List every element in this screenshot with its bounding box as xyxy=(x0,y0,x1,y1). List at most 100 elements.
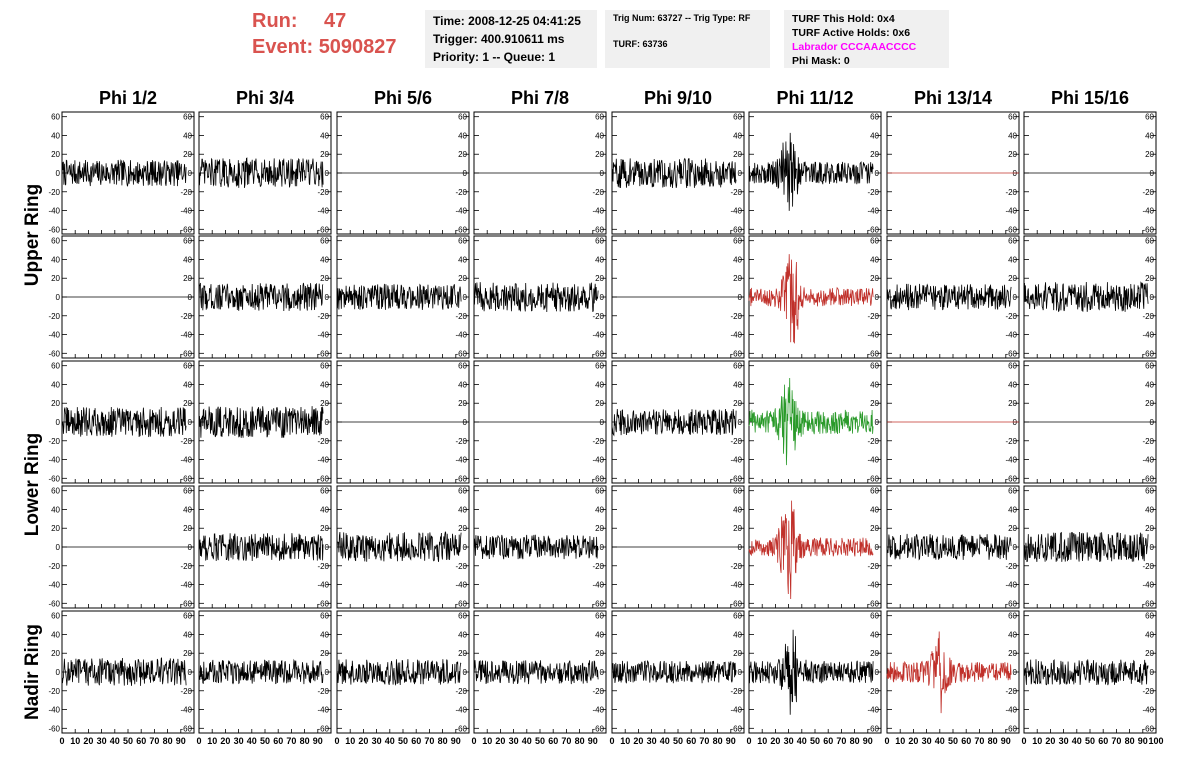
y-tick-label: 0 xyxy=(600,169,605,178)
y-tick-label: -20 xyxy=(48,562,60,571)
y-tick-label: -60 xyxy=(1005,349,1017,358)
x-tick-label: 40 xyxy=(1072,736,1082,746)
y-tick-label: 60 xyxy=(320,487,329,496)
y-tick-label: 0 xyxy=(56,668,61,677)
y-tick-label: 20 xyxy=(595,524,604,533)
y-tick-label: -20 xyxy=(592,687,604,696)
y-tick-label: 0 xyxy=(56,169,61,178)
y-tick-label: 60 xyxy=(458,612,467,621)
y-tick-label: -40 xyxy=(730,331,742,340)
y-tick-label: 20 xyxy=(51,399,60,408)
x-tick-label: 10 xyxy=(70,736,80,746)
x-tick-label: 10 xyxy=(757,736,767,746)
waveform-trace xyxy=(1023,531,1149,563)
y-tick-label: -20 xyxy=(867,687,879,696)
waveform-trace xyxy=(198,157,324,188)
y-tick-label: 20 xyxy=(1145,274,1154,283)
y-tick-label: -40 xyxy=(180,456,192,465)
y-tick-label: 20 xyxy=(870,274,879,283)
y-tick-label: -60 xyxy=(455,349,467,358)
waveform-trace xyxy=(198,406,324,438)
y-tick-label: -40 xyxy=(1142,331,1154,340)
y-tick-label: -20 xyxy=(867,312,879,321)
y-tick-label: -40 xyxy=(867,456,879,465)
y-tick-label: 0 xyxy=(463,293,468,302)
x-tick-label: 80 xyxy=(300,736,310,746)
ring-label: Upper Ring xyxy=(22,184,43,286)
y-tick-label: 20 xyxy=(595,399,604,408)
y-tick-label: 0 xyxy=(1013,418,1018,427)
x-tick-label: 20 xyxy=(1045,736,1055,746)
x-tick-label: 20 xyxy=(633,736,643,746)
x-tick-label: 40 xyxy=(110,736,120,746)
y-tick-label: 40 xyxy=(51,255,60,264)
y-tick-label: 60 xyxy=(1145,237,1154,246)
y-tick-label: -20 xyxy=(730,562,742,571)
turf-active-holds-text: TURF Active Holds: 0x6 xyxy=(792,27,911,39)
y-tick-label: 60 xyxy=(458,237,467,246)
waveform-trace xyxy=(886,283,1012,311)
x-tick-label: 20 xyxy=(83,736,93,746)
x-tick-label: 0 xyxy=(884,736,889,746)
trigger-text: Trigger: 400.910611 ms xyxy=(433,32,565,46)
y-tick-label: 20 xyxy=(870,649,879,658)
y-tick-label: -20 xyxy=(1005,312,1017,321)
y-tick-label: 40 xyxy=(1145,505,1154,514)
y-tick-label: 60 xyxy=(320,612,329,621)
x-tick-label: 30 xyxy=(1059,736,1069,746)
event-value: 5090827 xyxy=(318,36,397,58)
waveform-trace xyxy=(61,657,187,686)
y-tick-label: 40 xyxy=(1008,131,1017,140)
y-tick-label: -20 xyxy=(317,437,329,446)
y-tick-label: 60 xyxy=(183,612,192,621)
x-tick-label: 90 xyxy=(1138,736,1148,746)
y-tick-label: 40 xyxy=(320,255,329,264)
x-tick-label: 40 xyxy=(660,736,670,746)
y-tick-label: -40 xyxy=(592,331,604,340)
y-tick-label: -60 xyxy=(592,349,604,358)
y-tick-label: -40 xyxy=(1142,581,1154,590)
y-tick-label: 20 xyxy=(320,524,329,533)
y-tick-label: -60 xyxy=(1005,724,1017,733)
y-tick-label: -60 xyxy=(1005,599,1017,608)
y-tick-label: 20 xyxy=(1145,399,1154,408)
x-tick-label: 50 xyxy=(948,736,958,746)
y-tick-label: 20 xyxy=(183,274,192,283)
y-tick-label: 60 xyxy=(183,487,192,496)
y-tick-label: 60 xyxy=(1145,612,1154,621)
y-tick-label: -20 xyxy=(592,188,604,197)
y-tick-label: 60 xyxy=(733,237,742,246)
x-tick-label: 100 xyxy=(1148,736,1163,746)
x-tick-label: 10 xyxy=(895,736,905,746)
y-tick-label: 0 xyxy=(600,418,605,427)
y-tick-label: 20 xyxy=(458,150,467,159)
y-tick-label: -40 xyxy=(180,581,192,590)
x-tick-label: 0 xyxy=(746,736,751,746)
y-tick-label: 0 xyxy=(875,543,880,552)
x-tick-label: 30 xyxy=(372,736,382,746)
x-tick-label: 50 xyxy=(1085,736,1095,746)
y-tick-label: 40 xyxy=(870,630,879,639)
x-tick-label: 70 xyxy=(974,736,984,746)
y-tick-label: 60 xyxy=(733,612,742,621)
y-tick-label: 20 xyxy=(458,524,467,533)
y-tick-label: -40 xyxy=(1005,331,1017,340)
y-tick-label: 20 xyxy=(1145,150,1154,159)
y-tick-label: 20 xyxy=(1008,399,1017,408)
panel-frame xyxy=(1023,485,1157,609)
y-tick-label: 20 xyxy=(320,150,329,159)
y-tick-label: 40 xyxy=(1145,131,1154,140)
x-tick-label: 80 xyxy=(438,736,448,746)
x-tick-label: 20 xyxy=(908,736,918,746)
y-tick-label: -20 xyxy=(867,188,879,197)
y-tick-label: -40 xyxy=(1005,207,1017,216)
waveform-trace xyxy=(886,631,1012,714)
x-tick-label: 0 xyxy=(59,736,64,746)
y-tick-label: -20 xyxy=(1005,437,1017,446)
run-label: Run: xyxy=(252,10,298,32)
x-tick-label: 90 xyxy=(726,736,736,746)
y-tick-label: -20 xyxy=(1142,188,1154,197)
y-tick-label: -40 xyxy=(592,581,604,590)
y-tick-label: 60 xyxy=(1008,237,1017,246)
y-tick-label: 0 xyxy=(875,293,880,302)
